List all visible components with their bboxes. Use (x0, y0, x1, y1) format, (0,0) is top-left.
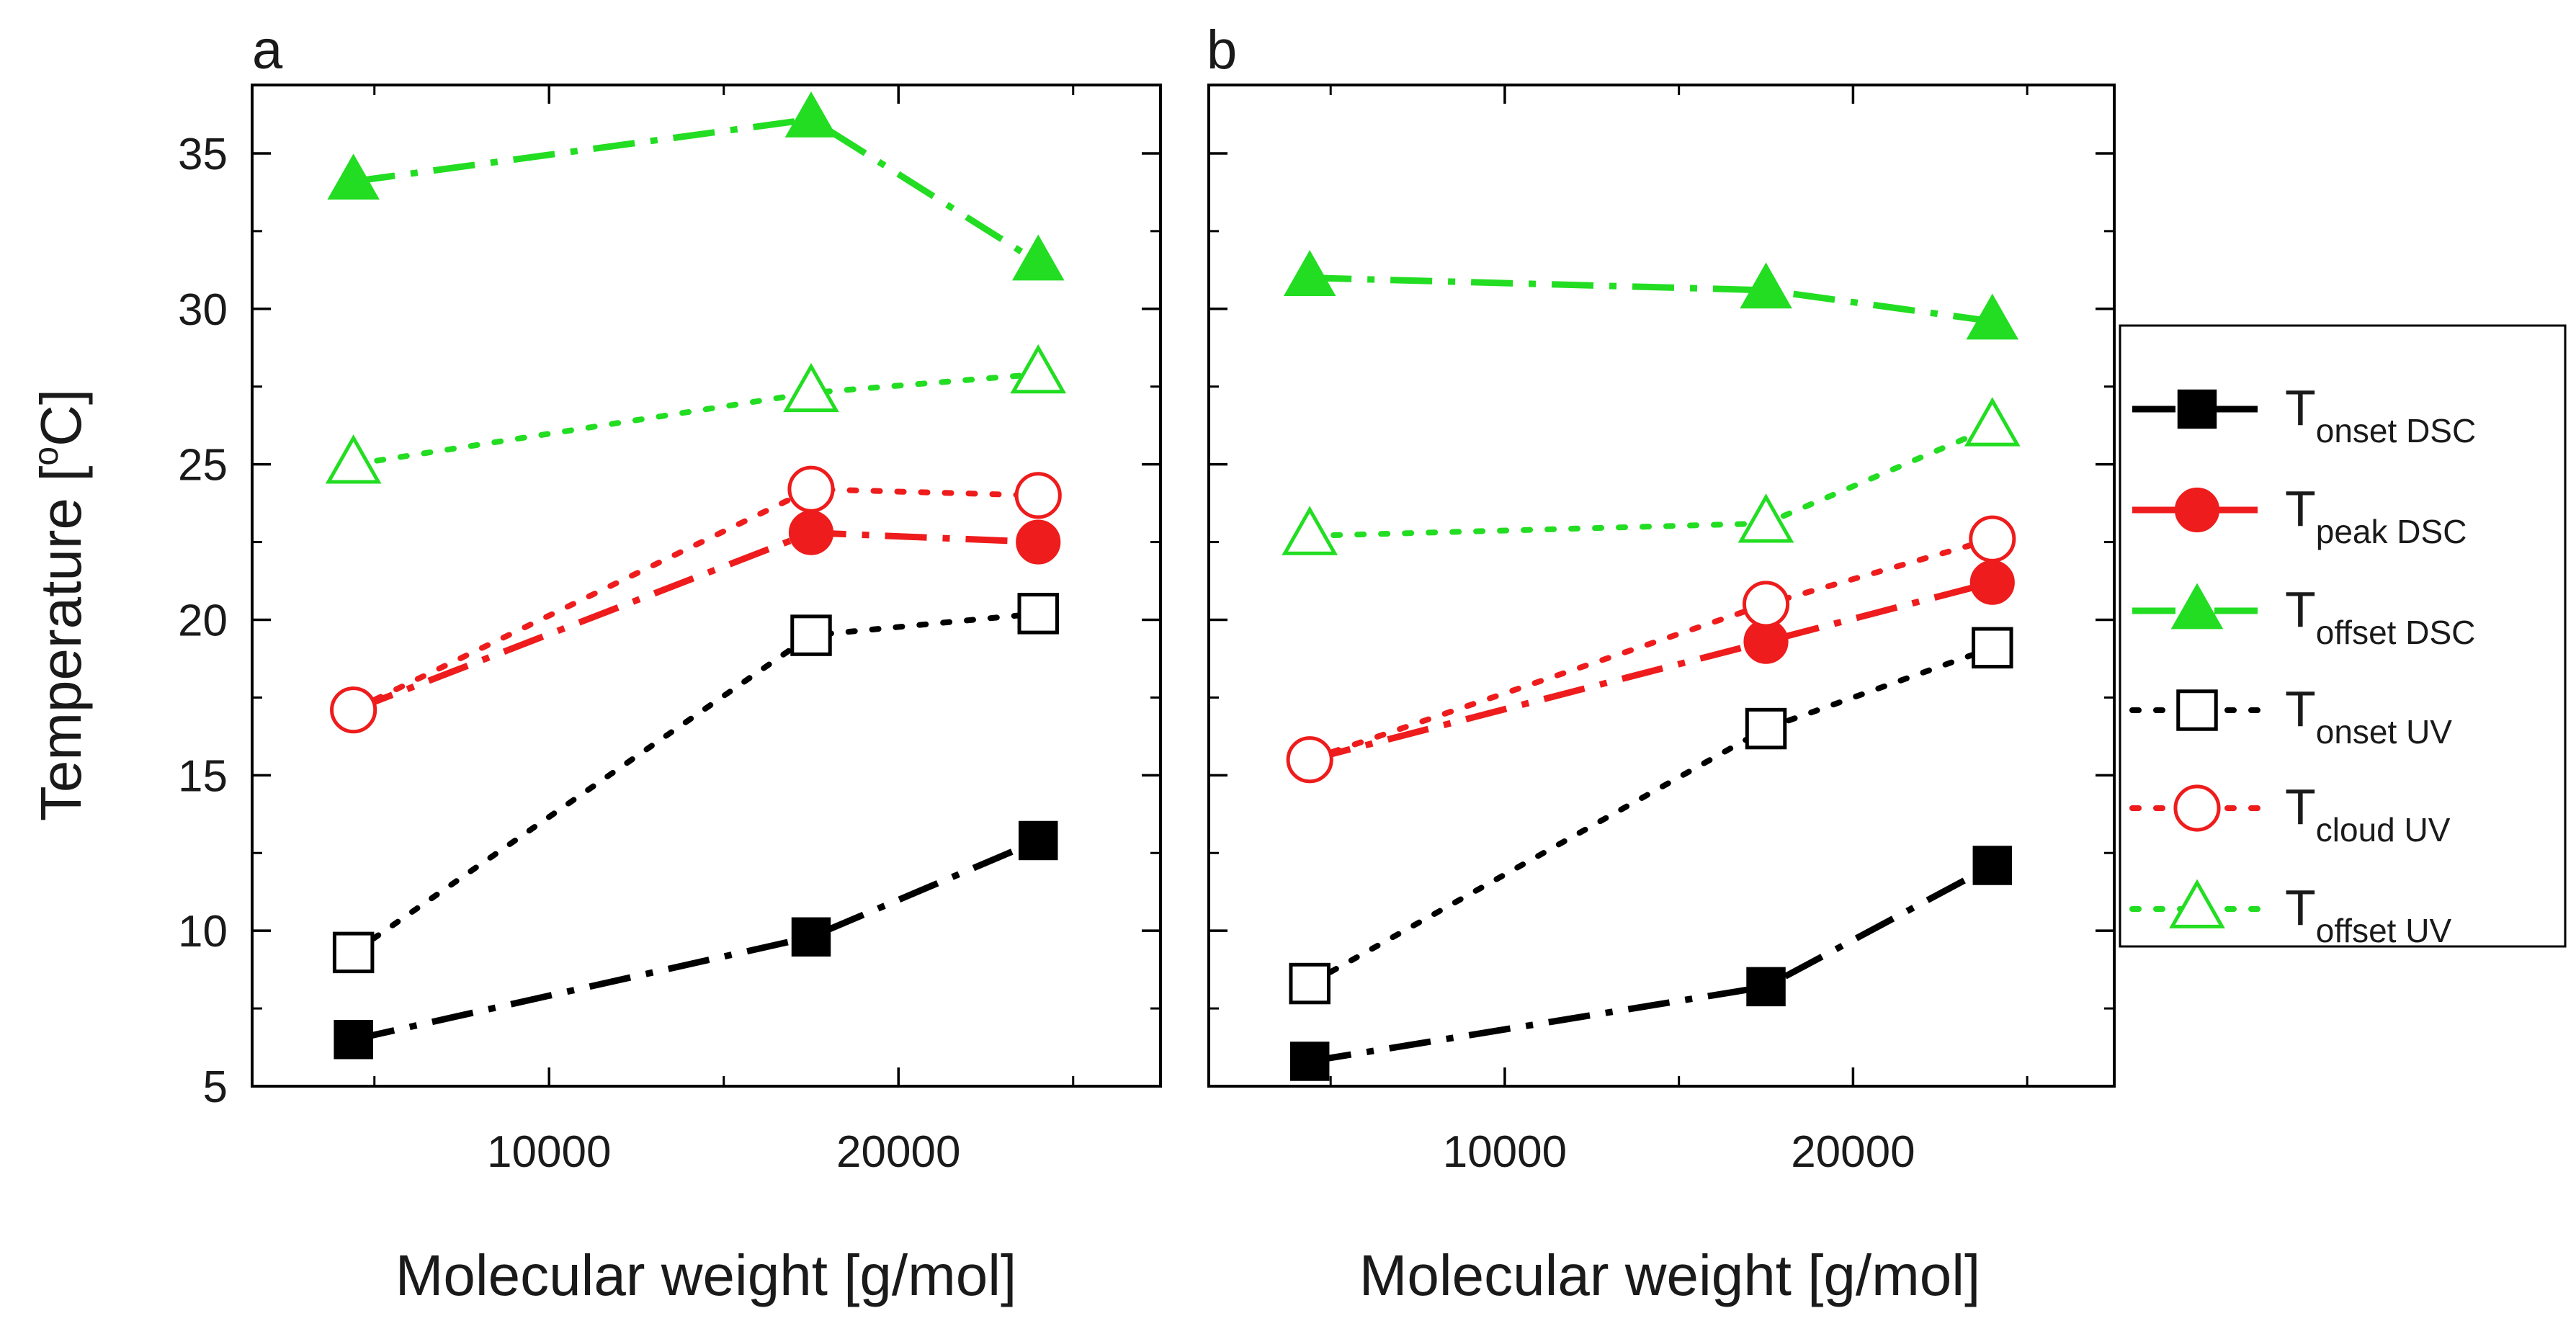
data-point (1011, 234, 1065, 281)
x-tick-label: 10000 (487, 1127, 611, 1177)
data-point (1016, 519, 1061, 565)
data-point (787, 465, 835, 513)
legend-label: Tonset UV (2285, 681, 2452, 751)
y-tick-label: 5 (203, 1062, 228, 1112)
y-tick-label: 35 (178, 130, 228, 179)
legend-label-sub: onset UV (2316, 713, 2453, 751)
data-point (783, 362, 839, 413)
data-point (327, 153, 380, 200)
legend-swatch-marker (2174, 487, 2220, 533)
series-line (1309, 579, 1993, 763)
x-tick-label: 10000 (1443, 1127, 1567, 1177)
legend-swatch-marker (2176, 689, 2218, 731)
panel-a-plot: 5 10 15 20 25 30 35 10000 20000 (178, 84, 1162, 1177)
y-tick-label: 15 (178, 751, 228, 801)
legend-label-main: T (2285, 581, 2316, 637)
data-point (1745, 707, 1787, 750)
data-point (1019, 820, 1058, 861)
legend-label: Toffset DSC (2285, 581, 2475, 651)
data-point (1740, 262, 1792, 309)
y-tick-label: 30 (178, 285, 228, 335)
legend-label-main: T (2285, 380, 2316, 436)
data-point (1972, 846, 2013, 885)
x-axis-label-b: Molecular weight [g/mol] (1359, 1243, 1981, 1307)
data-point (1014, 472, 1062, 519)
y-tick-label: 25 (178, 441, 228, 491)
legend-item: Tonset UV (2129, 681, 2452, 751)
legend-label-main: T (2285, 681, 2316, 737)
legend-item: Toffset DSC (2132, 581, 2475, 651)
legend-swatch-marker (2170, 583, 2224, 630)
plot-frame (251, 84, 1162, 1088)
legend-box (2119, 324, 2567, 948)
legend-swatch-marker (2169, 879, 2225, 928)
data-point (1969, 560, 2015, 605)
legend-label-main: T (2285, 779, 2316, 835)
data-point (1017, 593, 1059, 635)
data-point (325, 434, 382, 484)
data-point (332, 931, 375, 974)
legend-swatch-marker (2177, 389, 2217, 429)
legend-item: Tcloud UV (2129, 779, 2451, 848)
panel-b-plot: 10000 20000 (1207, 84, 2116, 1177)
legend-item: Tpeak DSC (2132, 480, 2467, 550)
data-point (1289, 1042, 1330, 1081)
data-point (1969, 515, 2016, 563)
legend-label: Tcloud UV (2285, 779, 2451, 848)
data-point (1964, 397, 2021, 447)
legend-item: Tonset DSC (2132, 380, 2476, 449)
legend-label: Tpeak DSC (2285, 480, 2467, 550)
legend-label-sub: peak DSC (2316, 513, 2467, 550)
legend-label-sub: offset DSC (2316, 614, 2476, 651)
legend-label-sub: offset UV (2316, 912, 2452, 949)
data-point (1283, 250, 1336, 296)
y-tick-label: 20 (178, 596, 228, 645)
data-point (1742, 581, 1790, 628)
legend-swatch-marker (2173, 784, 2221, 832)
x-axis-label-a: Molecular weight [g/mol] (395, 1243, 1017, 1307)
data-point (1286, 736, 1333, 784)
data-point (788, 510, 834, 555)
y-axis-label: Temperature [oC] (27, 389, 93, 821)
data-point (334, 1020, 373, 1060)
data-point (790, 614, 832, 656)
legend-label: Tonset DSC (2285, 380, 2476, 449)
data-point (784, 91, 838, 138)
data-point (330, 686, 377, 734)
panel-label-b: b (1207, 19, 1237, 81)
data-point (1746, 967, 1786, 1007)
legend-label-main: T (2285, 480, 2316, 537)
y-tick-label: 10 (178, 907, 228, 957)
data-point (1289, 962, 1331, 1005)
data-point (1972, 627, 2013, 669)
legend-label-main: T (2285, 879, 2316, 936)
legend-label: Toffset UV (2285, 879, 2451, 949)
data-point (1966, 293, 2019, 340)
plot-frame (1207, 84, 2116, 1088)
data-point (1282, 506, 1338, 555)
data-point (1010, 344, 1067, 394)
data-point (1738, 493, 1794, 543)
panel-label-a: a (252, 19, 283, 81)
legend-item: Toffset UV (2129, 879, 2451, 949)
legend-label-sub: cloud UV (2316, 811, 2451, 848)
x-tick-label: 20000 (836, 1127, 960, 1177)
x-tick-label: 20000 (1791, 1127, 1915, 1177)
data-point (791, 917, 831, 957)
legend-label-sub: onset DSC (2316, 412, 2476, 449)
